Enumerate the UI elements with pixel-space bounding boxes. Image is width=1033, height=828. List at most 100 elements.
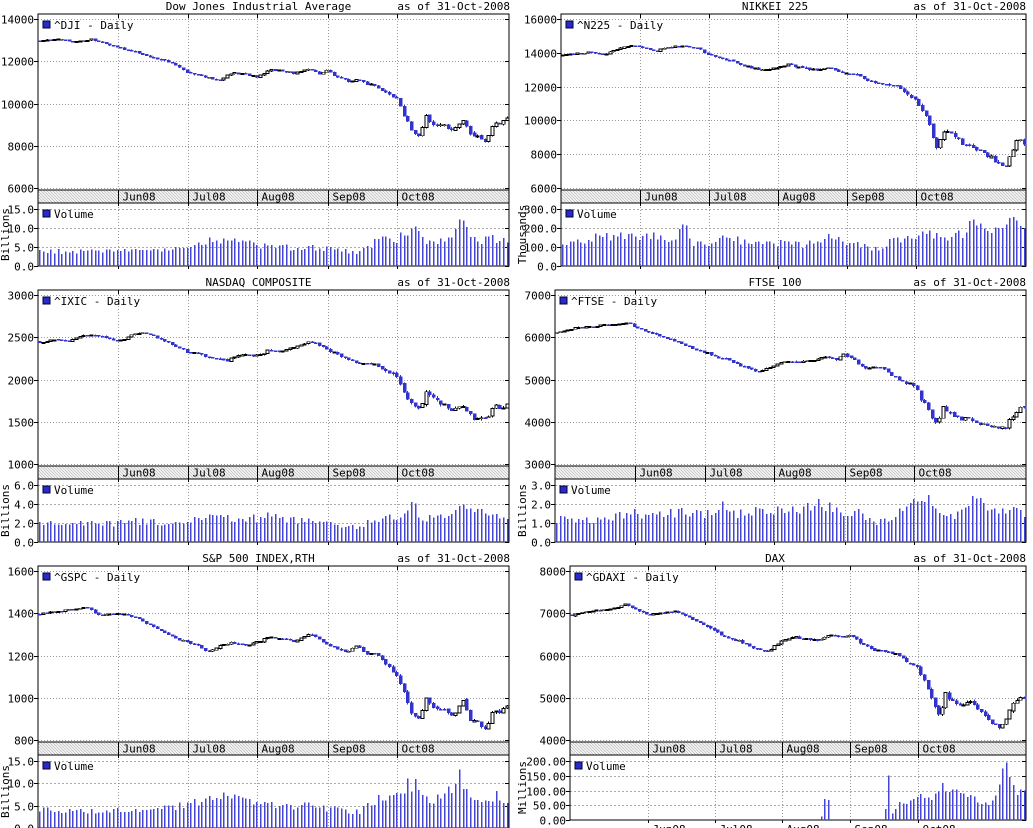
as-of-label: as of 31-Oct-2008 [397,0,510,13]
candle-down [129,615,134,617]
candle-up [229,357,234,362]
candle-down [236,72,241,75]
candle-up [442,403,447,406]
candle-up [81,40,86,43]
candle-down [372,653,377,655]
price-tick-label: 10000 [524,115,557,128]
price-tick-label: 3000 [525,459,552,472]
candle-down [626,603,631,607]
candle-up [218,644,223,649]
candle-up [582,52,587,55]
candle-down [717,56,722,59]
candle-up [844,635,849,638]
candle-down [277,350,282,353]
candle-up [619,605,624,608]
candle-down [185,640,190,642]
candle-down [137,51,142,54]
candle-up [78,335,83,339]
candle-down [916,98,921,106]
chart-title: Dow Jones Industrial Average [165,0,352,13]
candle-down [978,422,983,425]
candle-down [879,649,884,652]
candle-down [357,645,362,648]
candle-down [405,115,410,122]
candle-down [431,394,436,398]
month-label: Jun08 [123,467,156,480]
candle-up [602,324,607,327]
candle-up [658,48,663,52]
candle-up [453,127,458,131]
clipped-month-label: Jul08 [720,823,753,828]
candle-down [48,39,53,42]
volume-legend-label: Volume [54,208,94,221]
candle-up [181,639,186,642]
volume-legend: Volume [565,208,617,221]
candle-down [972,700,977,705]
candle-down [915,664,920,668]
candle-down [427,391,432,396]
candle-up [794,635,799,639]
candle-down [1022,697,1027,699]
candle-down [687,45,692,48]
candle-down [144,620,149,625]
candle-up [265,637,270,640]
candle-up [613,324,618,327]
grid-layer [555,291,1026,541]
candle-down [989,425,994,427]
candle-down [203,353,208,358]
candle-down [845,353,850,357]
candle-up [424,391,429,406]
candle-down [104,335,109,339]
candle-down [472,132,477,137]
candle-up [844,72,849,75]
candle-up [89,334,94,337]
candle-up [490,408,495,417]
candle-down [1000,162,1005,166]
candle-up [586,51,591,54]
candle-down [913,96,918,100]
month-label: Sep08 [333,191,366,204]
candle-down [830,357,835,360]
volume-legend-label: Volume [54,760,94,773]
candle-up [564,54,569,57]
month-label: Jun08 [653,743,686,756]
volume-series [38,502,509,542]
candle-up [838,356,843,361]
candle-down [849,355,854,358]
candle-up [608,51,613,55]
month-label: Oct08 [921,191,954,204]
month-label: Aug08 [262,743,295,756]
volume-legend: Volume [574,760,626,773]
price-tick-label: 5000 [525,375,552,388]
candle-up [354,79,359,82]
candle-down [391,94,396,98]
candle-up [1018,139,1023,142]
candle-down [148,55,153,58]
candle-down [468,411,473,415]
candle-down [317,342,322,347]
candle-down [137,616,142,620]
candle-down [122,47,127,50]
candle-down [188,352,193,354]
price-tick-label: 3000 [8,290,35,303]
candle-down [63,340,68,342]
candle-down [996,426,1001,429]
price-tick-label: 7000 [525,290,552,303]
candle-up [350,80,355,83]
candle-up [786,63,791,67]
candle-down [702,350,707,353]
candle-down [280,638,285,640]
candle-up [1011,416,1016,420]
candle-up [221,644,226,647]
candle-up [501,120,506,125]
candle-down [111,338,116,341]
candle-down [897,376,902,381]
candle-down [199,645,204,649]
candle-down [598,609,603,612]
candle-down [431,121,436,126]
candle-up [258,74,263,78]
candle-down [468,710,473,722]
candle-down [391,372,396,374]
candle-up [45,340,50,343]
candle-down [633,45,638,47]
